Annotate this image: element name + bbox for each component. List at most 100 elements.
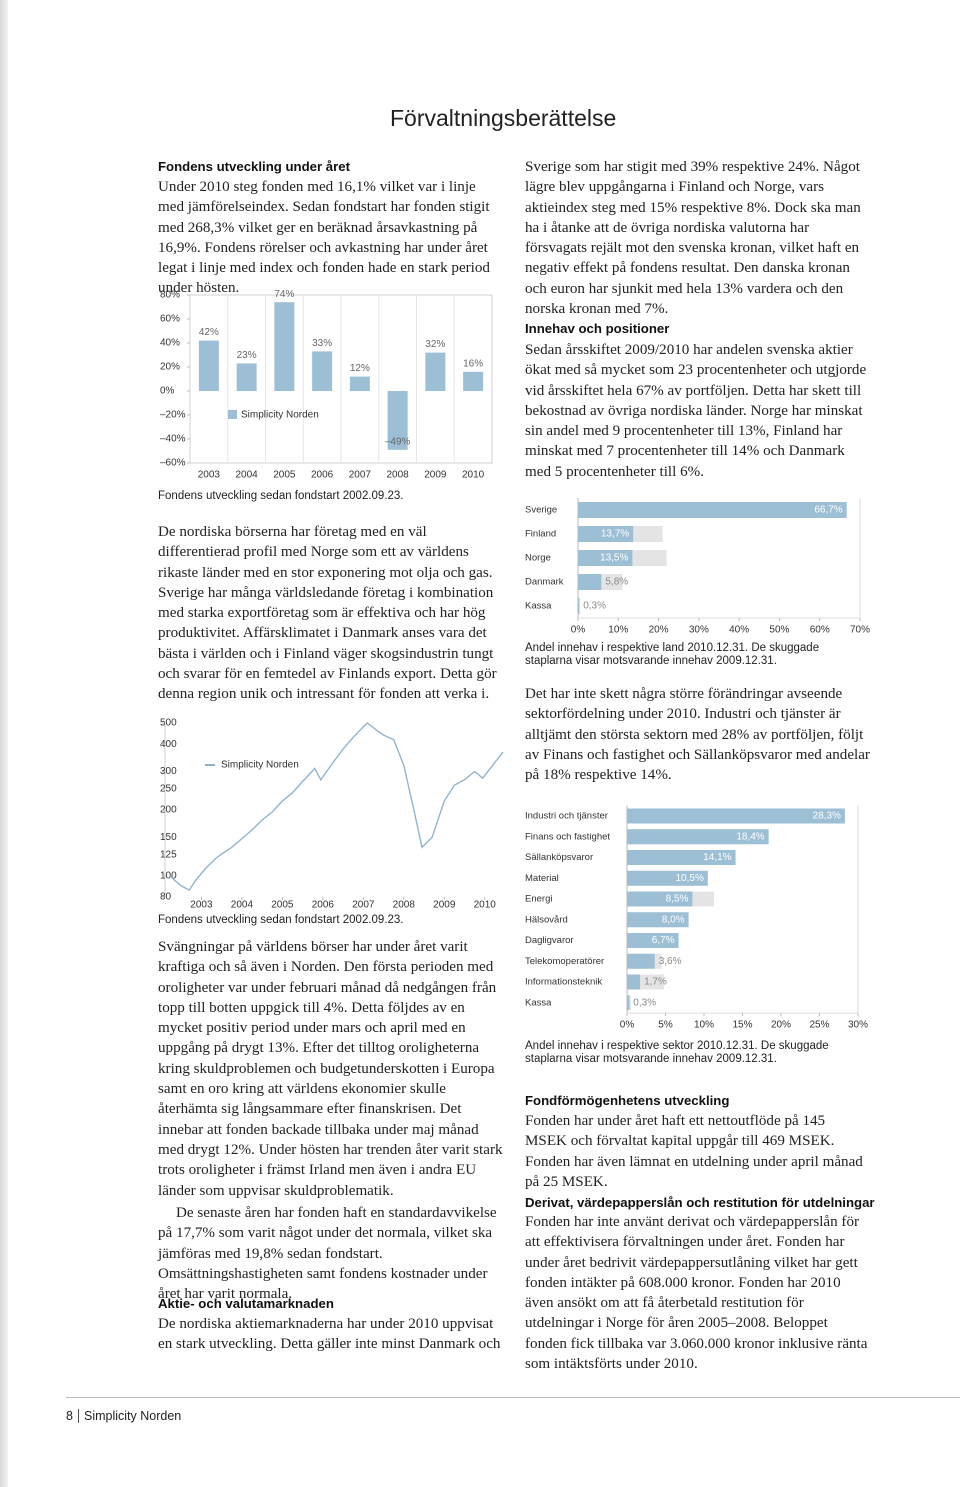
bar [627, 829, 769, 845]
chart-caption: Andel innehav i respektive land 2010.12.… [525, 642, 820, 667]
x-tick-label: 15% [732, 1020, 752, 1031]
category-label: Sverige [525, 505, 557, 516]
x-tick-label: 2004 [231, 900, 254, 911]
category-label: Hälsovård [525, 914, 568, 925]
y-tick-label: 40% [160, 338, 180, 349]
value-label: 3,6% [659, 956, 682, 967]
bar [578, 526, 634, 542]
legend-label: Simplicity Norden [241, 410, 319, 421]
x-tick-label: 2007 [352, 900, 375, 911]
paragraph: Fonden har under året haft ett nettoutfl… [525, 1113, 863, 1190]
bar [627, 995, 630, 1011]
x-tick-label: 2003 [190, 900, 213, 911]
chart-caption: Andel innehav i respektive sektor 2010.1… [525, 1040, 829, 1065]
value-label: 13,5% [600, 553, 628, 564]
bar [578, 550, 633, 566]
y-tick-label: 80% [160, 290, 180, 301]
paragraph: Sverige som har stigit med 39% respektiv… [525, 159, 861, 318]
y-tick-label: 400 [160, 739, 177, 750]
x-tick-label: 2009 [424, 470, 447, 481]
legend-label: Simplicity Norden [221, 760, 299, 771]
value-label: 5,8% [605, 577, 628, 588]
value-label: 74% [274, 289, 294, 300]
section-heading: Innehav och positioner [525, 321, 670, 336]
category-label: Industri och tjänster [525, 811, 608, 822]
value-label: 8,0% [662, 914, 685, 925]
y-tick-label: –20% [160, 410, 186, 421]
x-tick-label: 25% [809, 1020, 829, 1031]
x-tick-label: 2003 [198, 470, 221, 481]
value-label: 18,4% [736, 831, 764, 842]
value-label: –49% [385, 436, 411, 447]
paragraph: Svängningar på världens börser har under… [158, 939, 503, 1199]
bar [627, 870, 708, 886]
x-tick-label: 2005 [273, 470, 296, 481]
footer-name: Simplicity Norden [84, 1409, 182, 1423]
category-label: Telekomoperatörer [525, 956, 604, 967]
section-heading: Fondens utveckling under året [158, 159, 350, 174]
value-label: 16% [463, 358, 483, 369]
x-tick-label: 40% [729, 625, 749, 636]
line-series [169, 722, 504, 892]
bar [627, 912, 689, 928]
bar [627, 808, 845, 824]
x-tick-label: 70% [850, 625, 870, 636]
paragraph: De senaste åren har fonden haft en stand… [158, 1205, 497, 1303]
value-label: 6,7% [652, 935, 675, 946]
bar [425, 352, 446, 391]
y-tick-label: 20% [160, 362, 180, 373]
bar [274, 302, 295, 391]
y-tick-label: –60% [160, 458, 186, 469]
category-label: Norge [525, 553, 551, 564]
x-tick-label: 2010 [462, 470, 485, 481]
value-label: 8,5% [666, 894, 689, 905]
paragraph: Sedan årsskiftet 2009/2010 har andelen s… [525, 342, 867, 480]
paragraph: Fonden har inte använt derivat och värde… [525, 1214, 868, 1373]
y-tick-label: 500 [160, 718, 177, 729]
value-label: 1,7% [644, 977, 667, 988]
edge-strip [0, 0, 8, 1487]
bar [627, 891, 693, 907]
y-tick-label: –40% [160, 434, 186, 445]
category-label: Finans och fastighet [525, 831, 610, 842]
category-label: Material [525, 873, 559, 884]
category-label: Sällanköpsvaror [525, 852, 593, 863]
x-tick-label: 2008 [393, 900, 416, 911]
y-tick-label: 200 [160, 805, 177, 816]
y-tick-label: 100 [160, 870, 177, 881]
value-label: 0,3% [583, 601, 606, 612]
x-tick-label: 2009 [433, 900, 456, 911]
bar [578, 574, 602, 590]
bar [578, 598, 580, 614]
y-tick-label: 0% [160, 386, 175, 397]
footer-separator [78, 1409, 79, 1423]
bar [198, 340, 219, 391]
x-tick-label: 2010 [474, 900, 497, 911]
category-label: Kassa [525, 997, 552, 1008]
paragraph: Det har inte skett några större förändri… [525, 686, 870, 784]
x-tick-label: 20% [771, 1020, 791, 1031]
bar [627, 974, 641, 990]
bar [463, 371, 484, 391]
x-tick-label: 30% [848, 1020, 868, 1031]
y-tick-label: 150 [160, 832, 177, 843]
category-label: Kassa [525, 601, 552, 612]
value-label: 28,3% [813, 811, 841, 822]
x-tick-label: 2004 [236, 470, 259, 481]
value-label: 12% [350, 363, 370, 374]
value-label: 33% [312, 338, 332, 349]
x-tick-label: 50% [769, 625, 789, 636]
bar [627, 933, 679, 948]
bar [312, 351, 333, 391]
x-tick-label: 0% [571, 625, 586, 636]
bar [349, 376, 370, 391]
category-label: Informationsteknik [525, 977, 602, 988]
value-label: 10,5% [675, 873, 703, 884]
x-tick-label: 2007 [349, 470, 372, 481]
value-label: 66,7% [814, 505, 842, 516]
x-tick-label: 2006 [312, 900, 335, 911]
chart-caption: Fondens utveckling sedan fondstart 2002.… [158, 914, 404, 926]
x-tick-label: 10% [608, 625, 628, 636]
